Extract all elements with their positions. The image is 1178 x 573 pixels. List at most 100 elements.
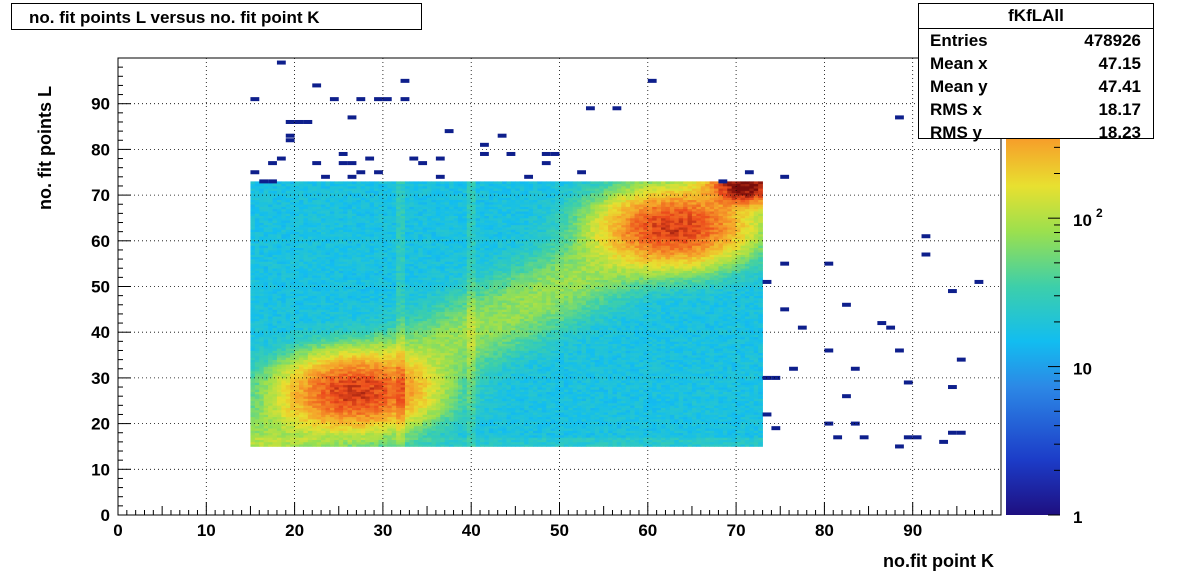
heat-cell — [254, 332, 260, 335]
heat-cell — [413, 304, 419, 308]
heat-cell — [356, 309, 362, 312]
heat-cell — [259, 412, 265, 415]
heat-cell — [263, 313, 269, 317]
heat-cell — [435, 430, 441, 434]
heat-cell — [382, 332, 388, 335]
heat-cell — [307, 416, 313, 420]
heat-cell — [268, 439, 273, 443]
heat-cell — [294, 188, 300, 191]
heat-cell — [369, 243, 375, 246]
heat-cell — [378, 284, 384, 287]
heat-cell — [321, 435, 326, 438]
heat-cell — [343, 382, 348, 386]
heat-cell — [307, 252, 313, 255]
heat-cell — [356, 389, 362, 392]
heat-cell — [422, 291, 428, 294]
heat-cell — [343, 384, 348, 388]
heat-cell — [325, 275, 331, 278]
heat-cell — [369, 215, 375, 219]
heat-cell — [254, 275, 260, 278]
heat-cell — [307, 341, 313, 344]
heat-cell — [254, 336, 260, 340]
heat-cell — [343, 396, 348, 399]
heat-cell — [382, 407, 388, 411]
heat-cell — [427, 398, 432, 402]
heat-cell — [290, 382, 295, 386]
heat-cell — [347, 222, 353, 226]
heat-cell — [413, 421, 419, 424]
heat-cell — [387, 318, 393, 322]
heat-cell — [369, 254, 375, 258]
heat-cell — [418, 295, 423, 299]
heat-cell — [254, 432, 260, 436]
heat-cell — [356, 211, 362, 214]
heat-cell — [329, 309, 335, 312]
heat-cell — [396, 364, 401, 367]
heat-cell — [356, 382, 362, 386]
heat-cell — [254, 245, 260, 249]
heat-cell — [365, 279, 370, 283]
heat-cell — [299, 384, 304, 388]
heat-cell — [360, 382, 366, 386]
heat-cell — [307, 409, 313, 413]
heat-cell — [404, 222, 410, 226]
heat-cell — [431, 263, 437, 267]
heat-cell — [338, 405, 344, 408]
heat-cell — [347, 220, 353, 223]
heat-cell — [281, 279, 287, 283]
heat-cell — [413, 412, 419, 415]
heat-cell — [396, 254, 401, 258]
heat-cell — [325, 421, 331, 424]
heat-cell — [254, 318, 260, 322]
heat-cell — [382, 339, 388, 342]
heat-cell — [290, 188, 295, 191]
heat-cell — [422, 233, 428, 237]
heat-cell — [334, 359, 340, 363]
heat-cell — [343, 380, 348, 383]
heat-cell — [365, 382, 370, 386]
heat-cell — [427, 361, 432, 365]
heat-cell — [422, 435, 428, 438]
heat-cell — [400, 238, 406, 242]
heat-cell — [365, 432, 370, 436]
heat-cell — [316, 345, 322, 349]
heat-cell — [312, 249, 318, 253]
heat-cell — [281, 293, 287, 296]
heat-cell — [281, 288, 287, 292]
heat-cell — [404, 231, 410, 235]
heat-cell — [303, 307, 309, 310]
heat-cell — [360, 279, 366, 283]
heat-cell — [391, 380, 397, 383]
heat-cell — [259, 366, 265, 370]
heat-cell — [391, 345, 397, 349]
heat-cell — [382, 195, 388, 198]
heat-cell — [365, 334, 370, 338]
heat-cell — [268, 197, 273, 201]
heat-cell — [329, 444, 335, 447]
heat-cell — [378, 265, 384, 269]
heat-cell — [316, 396, 322, 399]
heat-cell — [294, 425, 300, 429]
heat-cell — [321, 272, 326, 276]
heat-cell — [312, 371, 318, 374]
heat-cell — [338, 238, 344, 242]
heat-cell — [254, 437, 260, 440]
heat-cell — [387, 188, 393, 191]
heat-cell — [431, 183, 437, 187]
heat-cell — [431, 332, 437, 335]
heat-cell — [409, 332, 415, 335]
heat-cell — [343, 309, 348, 312]
heat-cell — [352, 327, 357, 331]
heat-cell — [435, 279, 441, 283]
heat-cell — [374, 201, 379, 205]
heat-cell — [391, 229, 397, 233]
heat-cell — [263, 403, 269, 406]
heat-cell — [382, 384, 388, 388]
heat-cell — [418, 339, 423, 342]
heat-cell — [307, 224, 313, 228]
heat-cell — [272, 206, 278, 210]
heat-cell — [263, 311, 269, 315]
heat-cell — [334, 302, 340, 306]
heat-cell — [325, 400, 331, 404]
heat-cell — [254, 414, 260, 418]
